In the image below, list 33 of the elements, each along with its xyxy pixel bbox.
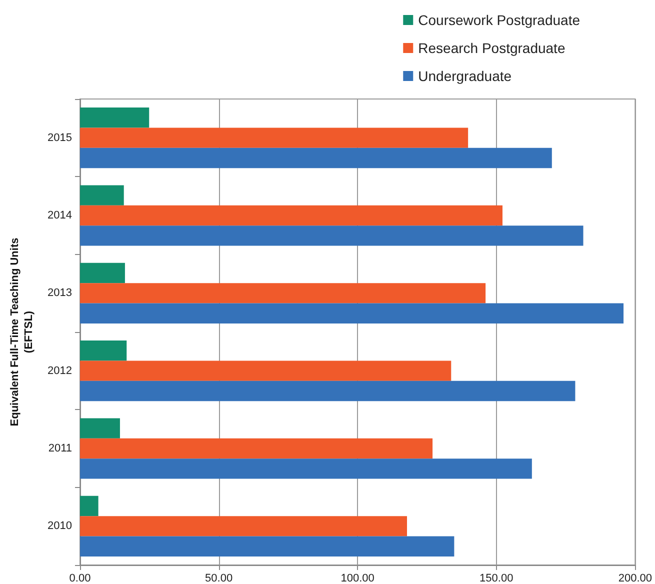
y-axis-title: Equivalent Full-Time Teaching Units (EFTSL) [9, 238, 35, 426]
legend-label: Coursework Postgraduate [418, 12, 580, 28]
legend-label: Undergraduate [418, 68, 512, 84]
y-tick-label: 2011 [48, 442, 72, 454]
bar [80, 496, 98, 516]
bar [80, 516, 407, 536]
bar [80, 185, 124, 206]
x-tick-label: 50.00 [205, 572, 233, 584]
y-tick-label: 2012 [48, 364, 72, 377]
bar [80, 380, 576, 402]
bar [80, 262, 125, 284]
bar [80, 283, 486, 304]
y-tick-label: 2015 [48, 132, 72, 144]
x-tick-label: 200.00 [618, 572, 652, 584]
x-tick-label: 0.00 [69, 572, 91, 584]
y-tick-label: 2010 [48, 520, 72, 532]
y-tick-label: 2014 [48, 210, 72, 222]
bar [80, 340, 127, 361]
bar [80, 226, 584, 246]
bar [80, 536, 454, 556]
bar [80, 128, 468, 148]
x-tick-label: 150.00 [480, 572, 514, 584]
y-tick-label: 2013 [48, 287, 72, 300]
bar [80, 458, 532, 479]
bar [80, 108, 150, 128]
bar [80, 148, 552, 168]
bar [80, 418, 120, 438]
bar [80, 360, 452, 381]
bar [80, 205, 502, 226]
legend-label: Research Postgraduate [418, 40, 566, 56]
bar [80, 303, 624, 324]
bar [80, 438, 433, 459]
x-tick-label: 100.00 [340, 572, 374, 584]
